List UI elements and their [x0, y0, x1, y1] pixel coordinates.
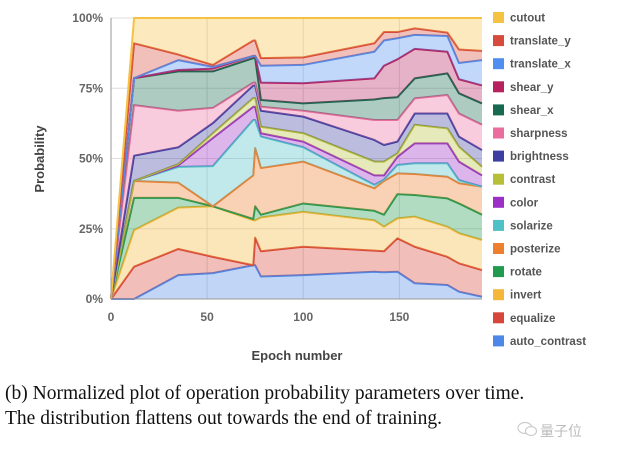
legend-swatch-rotate [493, 266, 504, 278]
legend-label-invert: invert [510, 290, 541, 302]
legend-label-color: color [510, 197, 539, 209]
line-cutout [110, 17, 482, 300]
legend-label-rotate: rotate [510, 267, 542, 279]
line-translate_x [110, 33, 483, 300]
line-posterize [110, 147, 483, 300]
area-sharpness [111, 82, 482, 299]
area-equalize [111, 237, 482, 299]
line-shear_y [110, 47, 483, 300]
legend-swatch-equalize [493, 312, 504, 324]
legend-swatch-brightness [493, 150, 504, 162]
area-cutout [111, 18, 482, 299]
legend-swatch-posterize [493, 243, 504, 254]
legend-label-posterize: posterize [510, 244, 561, 256]
caption-line-2: The distribution flattens out towards th… [5, 408, 443, 429]
legend-swatch-shear_x [493, 104, 504, 116]
legend-label-shear_y: shear_y [510, 82, 554, 94]
legend-label-solarize: solarize [510, 220, 553, 232]
line-color [110, 105, 483, 300]
line-contrast [110, 97, 483, 300]
legend-label-brightness: brightness [510, 151, 569, 163]
x-tick-label: 50 [200, 310, 214, 324]
wechat-icon [517, 421, 538, 437]
legend-label-translate_y: translate_y [510, 36, 571, 48]
x-tick-label: 0 [108, 310, 115, 324]
legend-swatch-cutout [493, 12, 504, 23]
legend-swatch-translate_x [493, 58, 504, 70]
line-solarize [110, 119, 483, 300]
legend-label-auto_contrast: auto_contrast [510, 336, 586, 348]
watermark: 量子位 [540, 424, 582, 440]
x-tick-label: 150 [389, 310, 409, 324]
caption-line-1: (b) Normalized plot of operation probabi… [5, 383, 525, 404]
legend-label-shear_x: shear_x [510, 105, 554, 117]
area-rotate [111, 194, 482, 299]
area-solarize [111, 120, 482, 300]
line-translate_y [110, 27, 483, 300]
line-invert [110, 205, 483, 300]
legend-swatch-translate_y [493, 35, 504, 47]
legend-swatch-contrast [493, 173, 504, 185]
y-tick-label: 100% [72, 11, 103, 25]
line-rotate [110, 193, 483, 300]
y-tick-label: 25% [79, 222, 103, 236]
area-contrast [111, 98, 482, 300]
legend-swatch-color [493, 196, 504, 208]
y-tick-label: 75% [79, 81, 103, 95]
legend-swatch-invert [493, 289, 504, 301]
x-tick-label: 100 [293, 310, 313, 324]
y-axis-title: Probability [32, 125, 47, 193]
area-posterize [111, 148, 482, 299]
area-shear_y [111, 48, 482, 299]
legend-swatch-shear_y [493, 81, 504, 93]
line-equalize [110, 236, 483, 300]
area-translate_y [111, 28, 482, 299]
legend-swatch-solarize [493, 219, 504, 231]
stacked-area-chart: 0% 25% 50% 75% 100% 0 50 100 150 Epoch number Prob… [32, 11, 586, 363]
line-auto_contrast [111, 264, 483, 300]
area-invert [111, 206, 482, 299]
y-tick-label: 0% [86, 292, 104, 306]
legend-swatch-auto_contrast [493, 335, 504, 347]
legend-label-contrast: contrast [510, 174, 556, 186]
line-shear_x [110, 57, 483, 300]
area-brightness [111, 85, 482, 299]
y-tick-label: 50% [79, 152, 103, 166]
area-color [111, 106, 482, 300]
legend-label-sharpness: sharpness [510, 128, 568, 140]
x-axis-title: Epoch number [251, 348, 342, 363]
legend-label-equalize: equalize [510, 313, 555, 325]
line-brightness [110, 84, 483, 300]
legend-swatch-sharpness [493, 127, 504, 139]
area-shear_x [111, 58, 482, 299]
line-sharpness [110, 81, 483, 300]
legend-label-cutout: cutout [510, 13, 545, 25]
legend-label-translate_x: translate_x [510, 59, 571, 71]
